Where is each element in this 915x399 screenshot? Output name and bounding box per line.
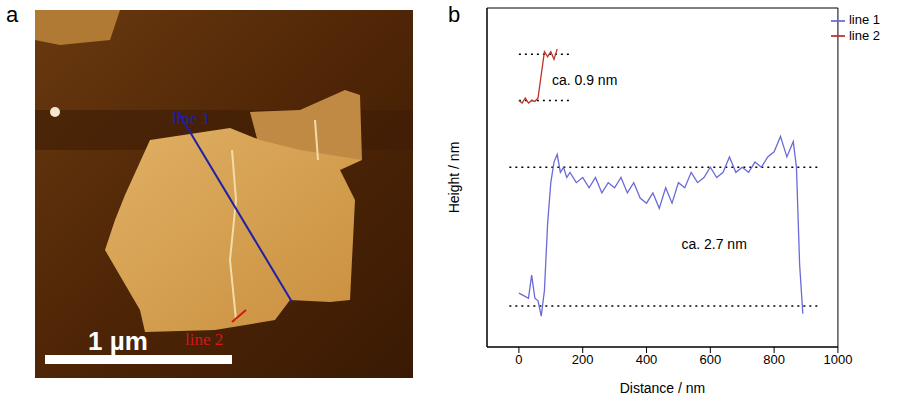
svg-text:Height / nm: Height / nm [446,142,462,214]
svg-text:ca. 0.9 nm: ca. 0.9 nm [552,72,617,88]
svg-text:600: 600 [699,352,721,367]
svg-text:a: a [6,2,19,27]
svg-text:ca. 2.7 nm: ca. 2.7 nm [681,236,746,252]
svg-text:1 µm: 1 µm [88,326,148,356]
svg-text:Distance / nm: Distance / nm [620,380,706,396]
svg-text:0: 0 [515,352,522,367]
svg-text:1000: 1000 [823,352,852,367]
svg-text:line 1: line 1 [172,109,210,128]
html-text:line 2: line 2 [848,27,880,43]
svg-text:200: 200 [572,352,594,367]
html-text:b: b [448,2,461,27]
svg-text:line 2: line 2 [185,330,223,349]
svg-text:800: 800 [763,352,785,367]
html-text:line 1: line 1 [848,12,880,27]
svg-text:400: 400 [636,352,658,367]
